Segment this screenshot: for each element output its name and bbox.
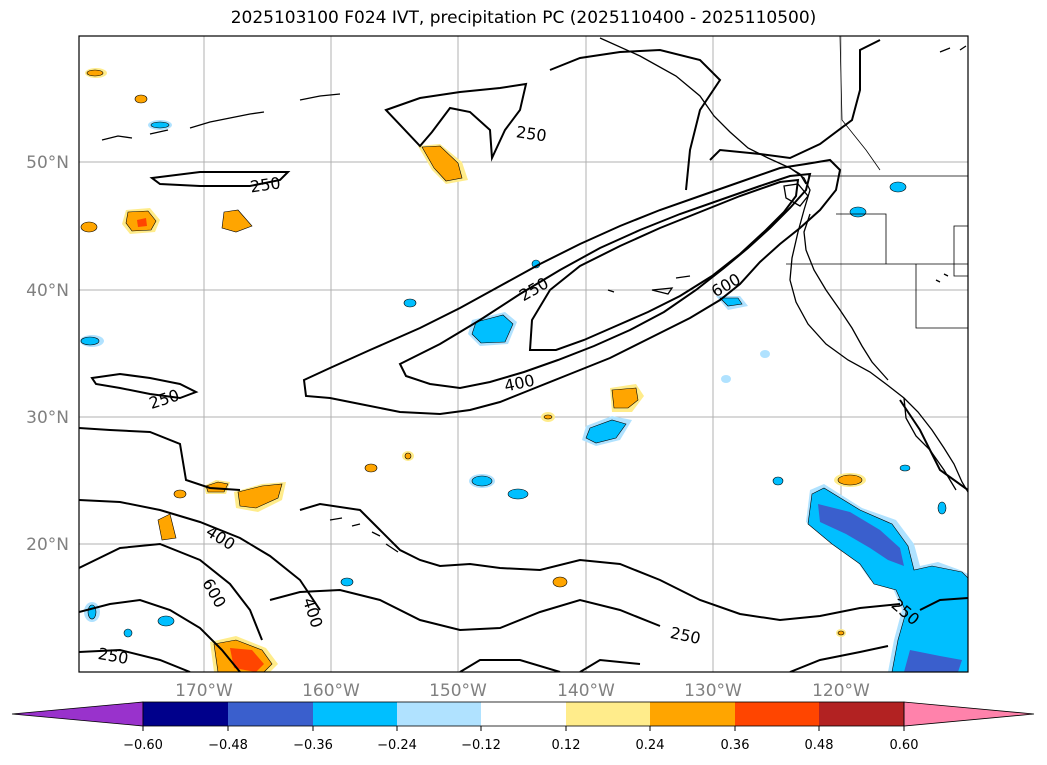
lat-label-40n: 40°N (26, 281, 69, 301)
contour-label: 250 (249, 173, 282, 196)
political-borders (786, 36, 968, 329)
lon-labels: 170°W 160°W 150°W 140°W 130°W 120°W (175, 681, 870, 701)
ivt-contours (79, 39, 968, 672)
colorbar-bin (397, 702, 481, 726)
lat-labels: 50°N 40°N 30°N 20°N (26, 153, 69, 555)
colorbar-tick-label: 0.60 (890, 738, 919, 753)
lat-label-50n: 50°N (26, 153, 69, 173)
colorbar-tick-label: −0.36 (293, 738, 333, 753)
colorbar-tick-label: 0.24 (636, 738, 665, 753)
map-title: 2025103100 F024 IVT, precipitation PC (2… (230, 8, 817, 28)
lon-label-140w: 140°W (557, 681, 615, 701)
colorbar-bin (481, 702, 566, 726)
colorbar-bin (650, 702, 735, 726)
lon-label-150w: 150°W (429, 681, 487, 701)
colorbar-frame (142, 701, 905, 727)
lon-label-120w: 120°W (812, 681, 870, 701)
colorbar-tick-label: 0.36 (721, 738, 750, 753)
colorbar-bin (313, 702, 397, 726)
colorbar-bin (228, 702, 313, 726)
contour-label: 250 (97, 644, 130, 668)
contour-label: 400 (203, 522, 239, 554)
colorbar-tick-label: −0.24 (377, 738, 417, 753)
coastlines (101, 37, 968, 553)
colorbar-tick-label: −0.60 (123, 738, 163, 753)
colorbar-bin (143, 702, 228, 726)
map-area (79, 36, 968, 672)
colorbar-bin (566, 702, 650, 726)
contour-label: 250 (147, 385, 182, 413)
contour-label: 400 (503, 371, 537, 396)
colorbar-bin (819, 702, 904, 726)
colorbar-tick-label: 0.12 (552, 738, 581, 753)
contour-label: 400 (299, 595, 327, 630)
lat-label-30n: 30°N (26, 408, 69, 428)
colorbar-tick-label: 0.48 (805, 738, 834, 753)
lon-label-170w: 170°W (175, 681, 233, 701)
lat-label-20n: 20°N (26, 535, 69, 555)
lon-label-130w: 130°W (684, 681, 742, 701)
map-frame (78, 35, 969, 673)
colorbar-tick-label: −0.12 (461, 738, 501, 753)
colorbar: −0.60 −0.48 −0.36 −0.24 −0.12 0.12 0.24 … (11, 701, 1035, 753)
lon-label-160w: 160°W (302, 681, 360, 701)
colorbar-extend-high (903, 701, 1035, 727)
contour-label: 250 (515, 122, 548, 145)
gridlines (79, 36, 968, 672)
colorbar-tick-label: −0.48 (208, 738, 248, 753)
colorbar-ticks (142, 726, 905, 731)
colorbar-bin (735, 702, 819, 726)
colorbar-extend-low (11, 701, 144, 727)
contour-labels: 250 250 250 250 400 600 400 600 400 250 … (97, 122, 924, 668)
contour-label: 250 (669, 623, 703, 648)
